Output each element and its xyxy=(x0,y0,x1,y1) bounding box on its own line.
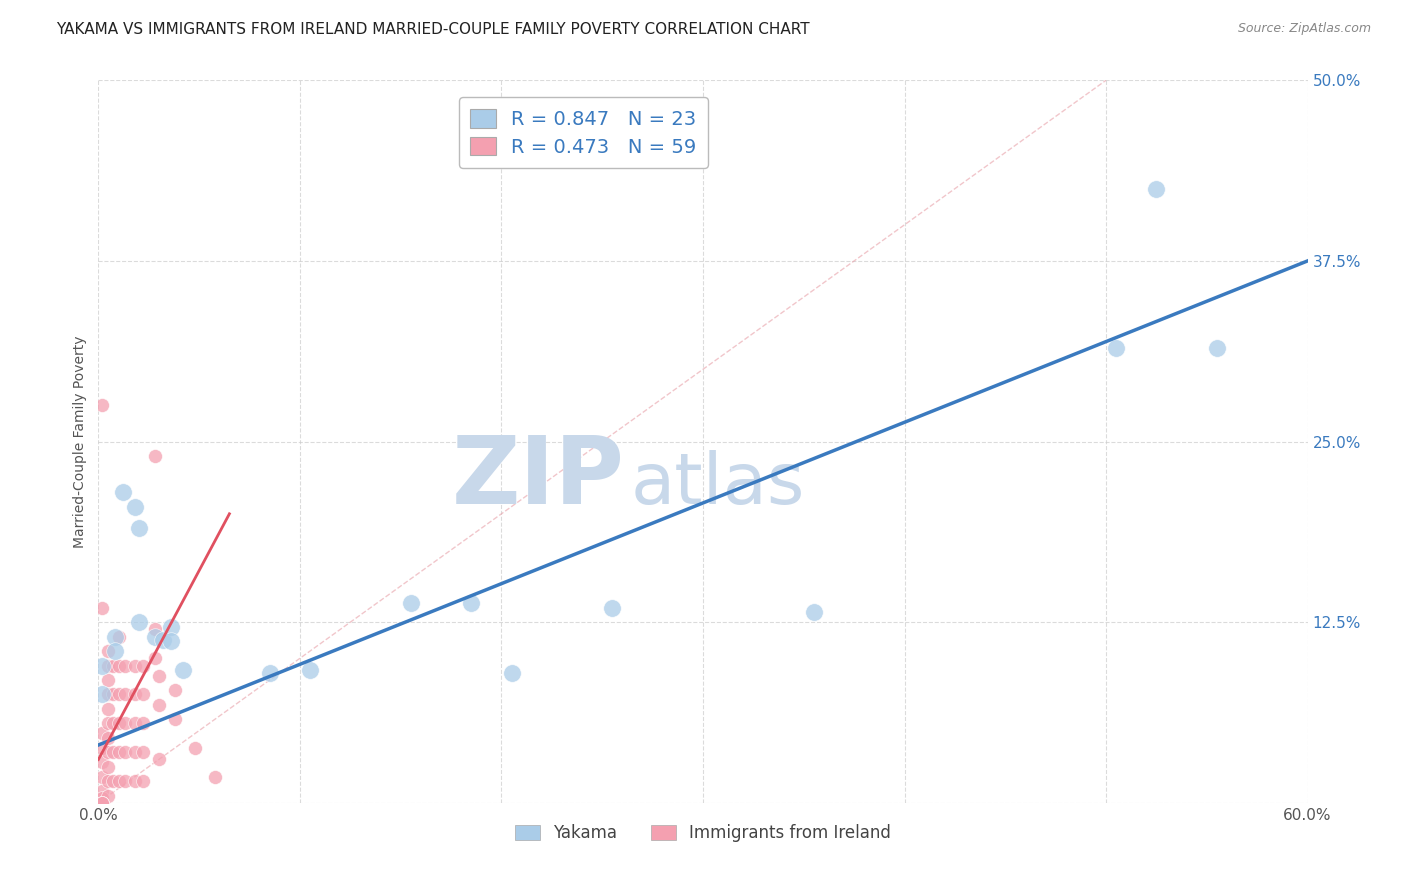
Point xyxy=(91,687,114,701)
Point xyxy=(97,760,120,774)
Point xyxy=(101,687,124,701)
Point xyxy=(97,702,120,716)
Text: ZIP: ZIP xyxy=(451,432,624,524)
Point xyxy=(460,596,482,610)
Point xyxy=(132,774,155,789)
Point xyxy=(91,796,114,810)
Point xyxy=(91,796,114,810)
Point xyxy=(124,658,146,673)
Point xyxy=(107,630,129,644)
Point xyxy=(107,687,129,701)
Point xyxy=(97,658,120,673)
Point xyxy=(91,770,114,784)
Text: atlas: atlas xyxy=(630,450,804,519)
Point xyxy=(148,752,170,766)
Point xyxy=(1206,341,1229,355)
Point xyxy=(91,600,114,615)
Point xyxy=(160,619,183,633)
Point xyxy=(114,658,136,673)
Point xyxy=(114,745,136,759)
Y-axis label: Married-Couple Family Poverty: Married-Couple Family Poverty xyxy=(73,335,87,548)
Point xyxy=(143,651,166,665)
Point xyxy=(501,665,523,680)
Point xyxy=(97,731,120,745)
Point xyxy=(101,774,124,789)
Point xyxy=(152,632,174,647)
Point xyxy=(148,698,170,712)
Point xyxy=(114,687,136,701)
Point xyxy=(114,774,136,789)
Point xyxy=(1105,341,1128,355)
Point xyxy=(602,600,624,615)
Text: Source: ZipAtlas.com: Source: ZipAtlas.com xyxy=(1237,22,1371,36)
Point xyxy=(91,791,114,805)
Point xyxy=(1146,182,1168,196)
Point xyxy=(91,796,114,810)
Point xyxy=(299,663,322,677)
Point xyxy=(97,774,120,789)
Point xyxy=(204,770,226,784)
Point xyxy=(148,668,170,682)
Point xyxy=(97,673,120,687)
Point xyxy=(101,716,124,731)
Text: YAKAMA VS IMMIGRANTS FROM IRELAND MARRIED-COUPLE FAMILY POVERTY CORRELATION CHAR: YAKAMA VS IMMIGRANTS FROM IRELAND MARRIE… xyxy=(56,22,810,37)
Point xyxy=(103,644,125,658)
Point xyxy=(91,796,114,810)
Point xyxy=(124,774,146,789)
Point xyxy=(259,665,281,680)
Point xyxy=(107,658,129,673)
Point xyxy=(107,774,129,789)
Point xyxy=(91,658,114,673)
Point xyxy=(124,500,146,514)
Point xyxy=(97,644,120,658)
Point xyxy=(132,716,155,731)
Point xyxy=(143,449,166,463)
Point xyxy=(184,740,207,755)
Point xyxy=(111,485,134,500)
Point xyxy=(107,745,129,759)
Point xyxy=(163,683,186,698)
Point xyxy=(128,521,150,535)
Point xyxy=(803,605,825,619)
Point xyxy=(132,687,155,701)
Point xyxy=(97,716,120,731)
Point xyxy=(124,716,146,731)
Legend: Yakama, Immigrants from Ireland: Yakama, Immigrants from Ireland xyxy=(509,817,897,848)
Point xyxy=(91,756,114,770)
Point xyxy=(114,716,136,731)
Point xyxy=(103,630,125,644)
Point xyxy=(399,596,422,610)
Point xyxy=(91,726,114,740)
Point xyxy=(107,716,129,731)
Point xyxy=(91,740,114,755)
Point xyxy=(97,745,120,759)
Point xyxy=(143,630,166,644)
Point xyxy=(160,634,183,648)
Point xyxy=(97,687,120,701)
Point xyxy=(97,789,120,803)
Point xyxy=(124,687,146,701)
Point xyxy=(101,745,124,759)
Point xyxy=(172,663,194,677)
Point xyxy=(91,398,114,412)
Point xyxy=(101,658,124,673)
Point xyxy=(143,623,166,637)
Point xyxy=(124,745,146,759)
Point xyxy=(163,712,186,726)
Point xyxy=(128,615,150,630)
Point xyxy=(132,658,155,673)
Point xyxy=(91,784,114,798)
Point xyxy=(132,745,155,759)
